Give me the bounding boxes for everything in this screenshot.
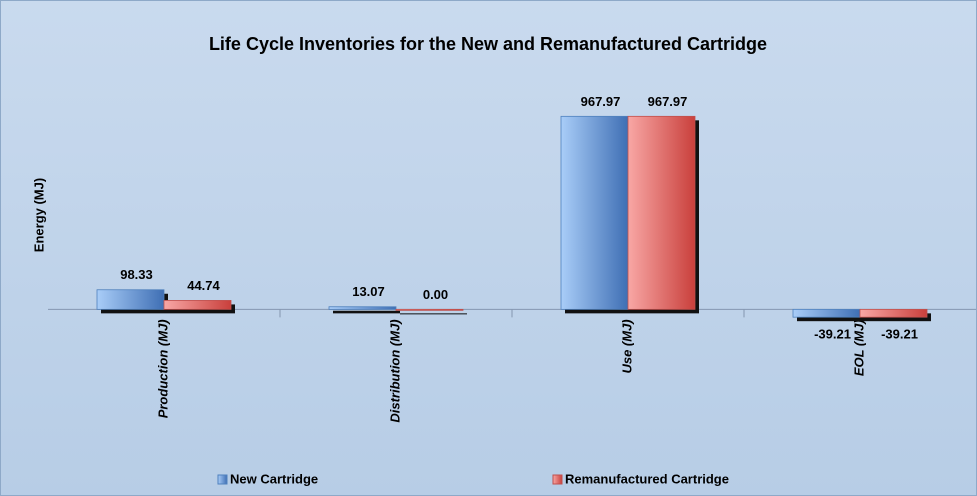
data-label: 0.00 [423, 287, 448, 302]
legend-label: New Cartridge [230, 471, 318, 486]
data-label: 44.74 [187, 278, 220, 293]
data-label: -39.21 [814, 327, 851, 342]
x-tick-label: EOL (MJ) [851, 319, 866, 376]
bar [792, 308, 861, 318]
data-label: 967.97 [648, 94, 688, 109]
bar [560, 115, 629, 310]
bar-shadow [400, 313, 467, 315]
legend-swatch [552, 474, 563, 485]
x-tick-label: Distribution (MJ) [387, 319, 402, 422]
bar-shadow [333, 310, 400, 314]
bar [627, 115, 696, 310]
bar [328, 306, 397, 310]
bar [96, 289, 165, 310]
bar [859, 308, 928, 318]
data-label: 967.97 [581, 94, 621, 109]
x-tick-label: Use (MJ) [619, 319, 634, 373]
data-label: -39.21 [881, 327, 918, 342]
chart-title: Life Cycle Inventories for the New and R… [209, 34, 767, 54]
x-tick-label: Production (MJ) [155, 319, 170, 418]
data-label: 98.33 [120, 267, 153, 282]
bar [395, 308, 464, 311]
y-axis-label: Energy (MJ) [31, 178, 46, 252]
data-label: 13.07 [352, 284, 385, 299]
legend-label: Remanufactured Cartridge [565, 471, 729, 486]
bar [163, 300, 232, 310]
legend-swatch [217, 474, 228, 485]
